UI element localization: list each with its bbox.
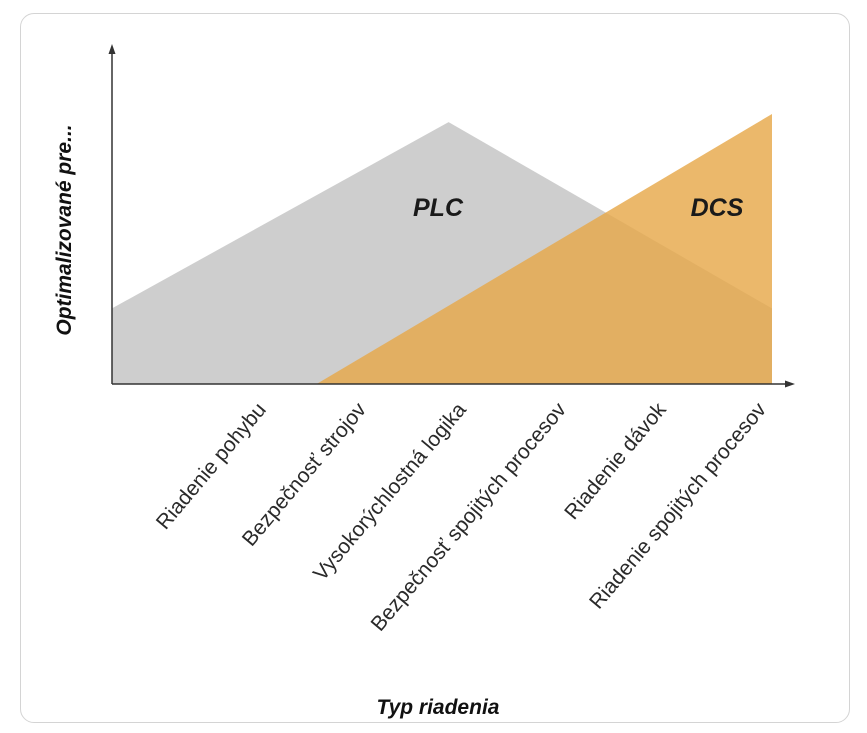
y-axis-arrow: [108, 44, 116, 54]
x-axis-title: Typ riadenia: [377, 696, 500, 719]
x-axis-arrow: [785, 380, 795, 388]
category-label: Bezpečnosť spojitých procesov: [367, 398, 572, 636]
category-label: Riadenie dávok: [560, 398, 671, 524]
area-dcs: [316, 114, 772, 384]
series-label-plc: PLC: [413, 194, 464, 222]
category-label: Riadenie spojitých procesov: [585, 398, 771, 613]
category-label: Riadenie pohybu: [152, 398, 271, 534]
series-label-dcs: DCS: [691, 194, 744, 222]
y-axis-title: Optimalizované pre...: [53, 124, 76, 335]
